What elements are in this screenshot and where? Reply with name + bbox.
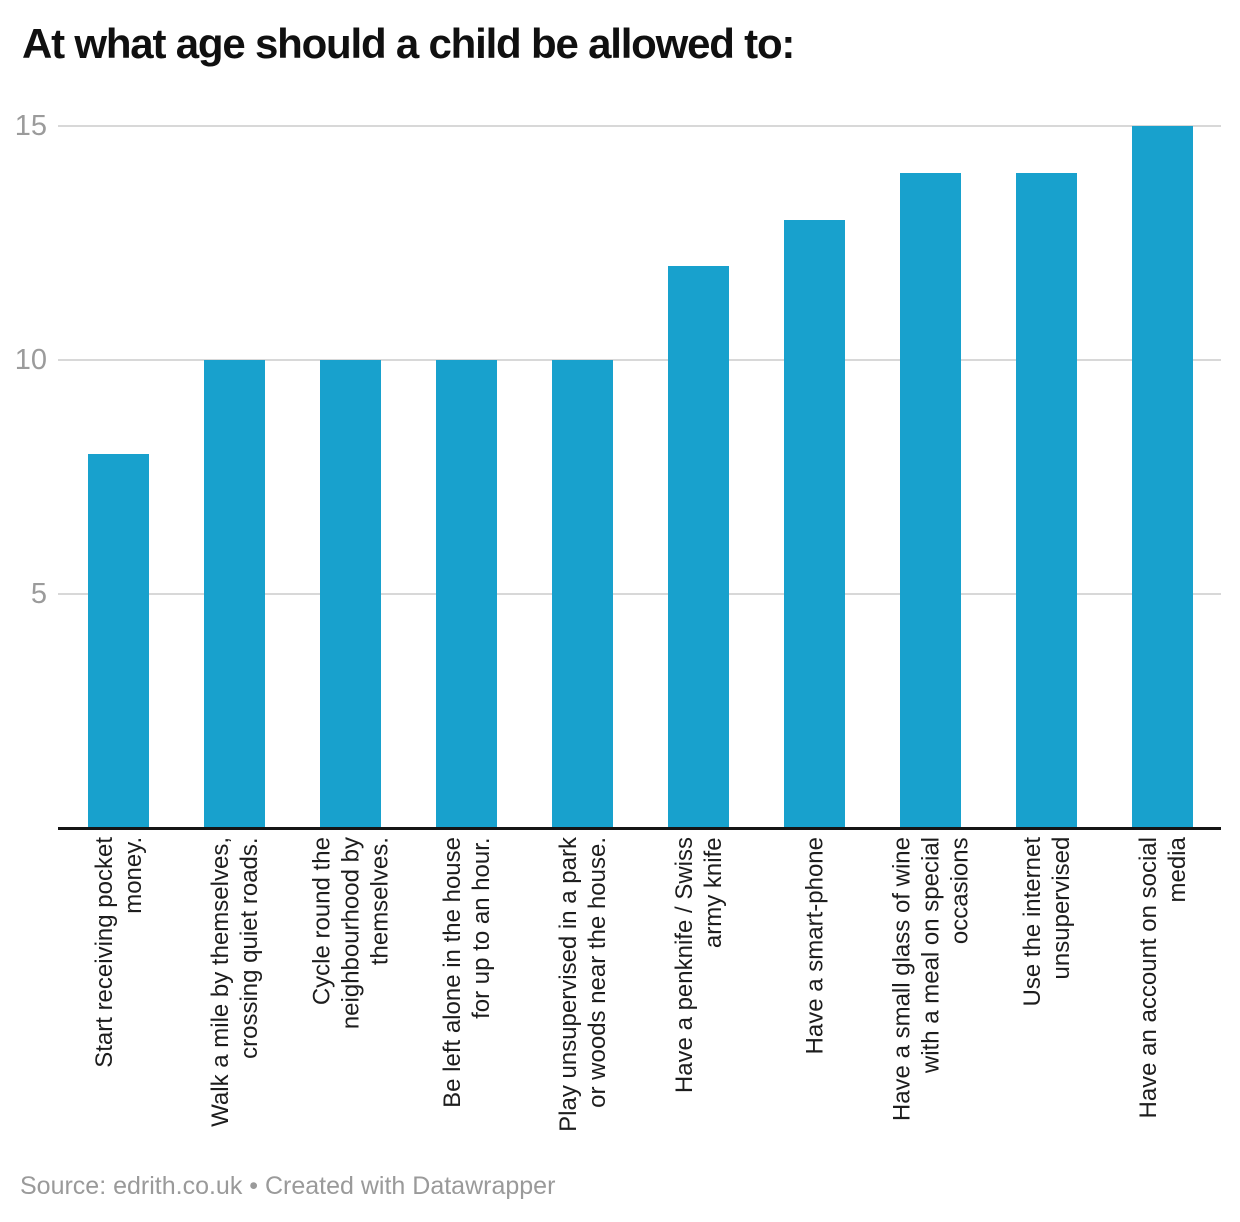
y-tick-label: 10: [14, 344, 47, 376]
bar[interactable]: [900, 172, 961, 828]
x-axis-line: [58, 827, 1221, 830]
x-category-label: Use the internet unsupervised: [1018, 837, 1075, 1007]
x-category-label: Walk a mile by themselves, crossing quie…: [206, 837, 263, 1127]
y-tick-label: 5: [30, 578, 47, 610]
x-category-label: Have an account on social media: [1134, 837, 1191, 1119]
y-tick-label: 15: [14, 110, 47, 142]
bar[interactable]: [88, 453, 149, 828]
bar[interactable]: [1016, 172, 1077, 828]
x-category-label: Play unsupervised in a park or woods nea…: [554, 837, 611, 1132]
chart-title: At what age should a child be allowed to…: [22, 20, 795, 67]
x-category-label: Be left alone in the house for up to an …: [438, 837, 495, 1108]
y-gridline: [58, 593, 1221, 595]
x-category-label: Start receiving pocket money.: [90, 837, 147, 1068]
x-category-label: Cycle round the neighbourhood by themsel…: [308, 837, 393, 1030]
y-gridline: [58, 125, 1221, 127]
bar[interactable]: [668, 266, 729, 828]
y-gridline: [58, 359, 1221, 361]
bar[interactable]: [204, 360, 265, 828]
x-category-label: Have a small glass of wine with a meal o…: [888, 837, 973, 1122]
bar[interactable]: [436, 360, 497, 828]
bar[interactable]: [784, 219, 845, 828]
bar[interactable]: [320, 360, 381, 828]
bar[interactable]: [1132, 126, 1193, 828]
bar[interactable]: [552, 360, 613, 828]
x-category-label: Have a penknife / Swiss army knife: [670, 837, 727, 1094]
source-line: Source: edrith.co.uk • Created with Data…: [20, 1172, 556, 1200]
x-category-label: Have a smart-phone: [801, 837, 828, 1055]
